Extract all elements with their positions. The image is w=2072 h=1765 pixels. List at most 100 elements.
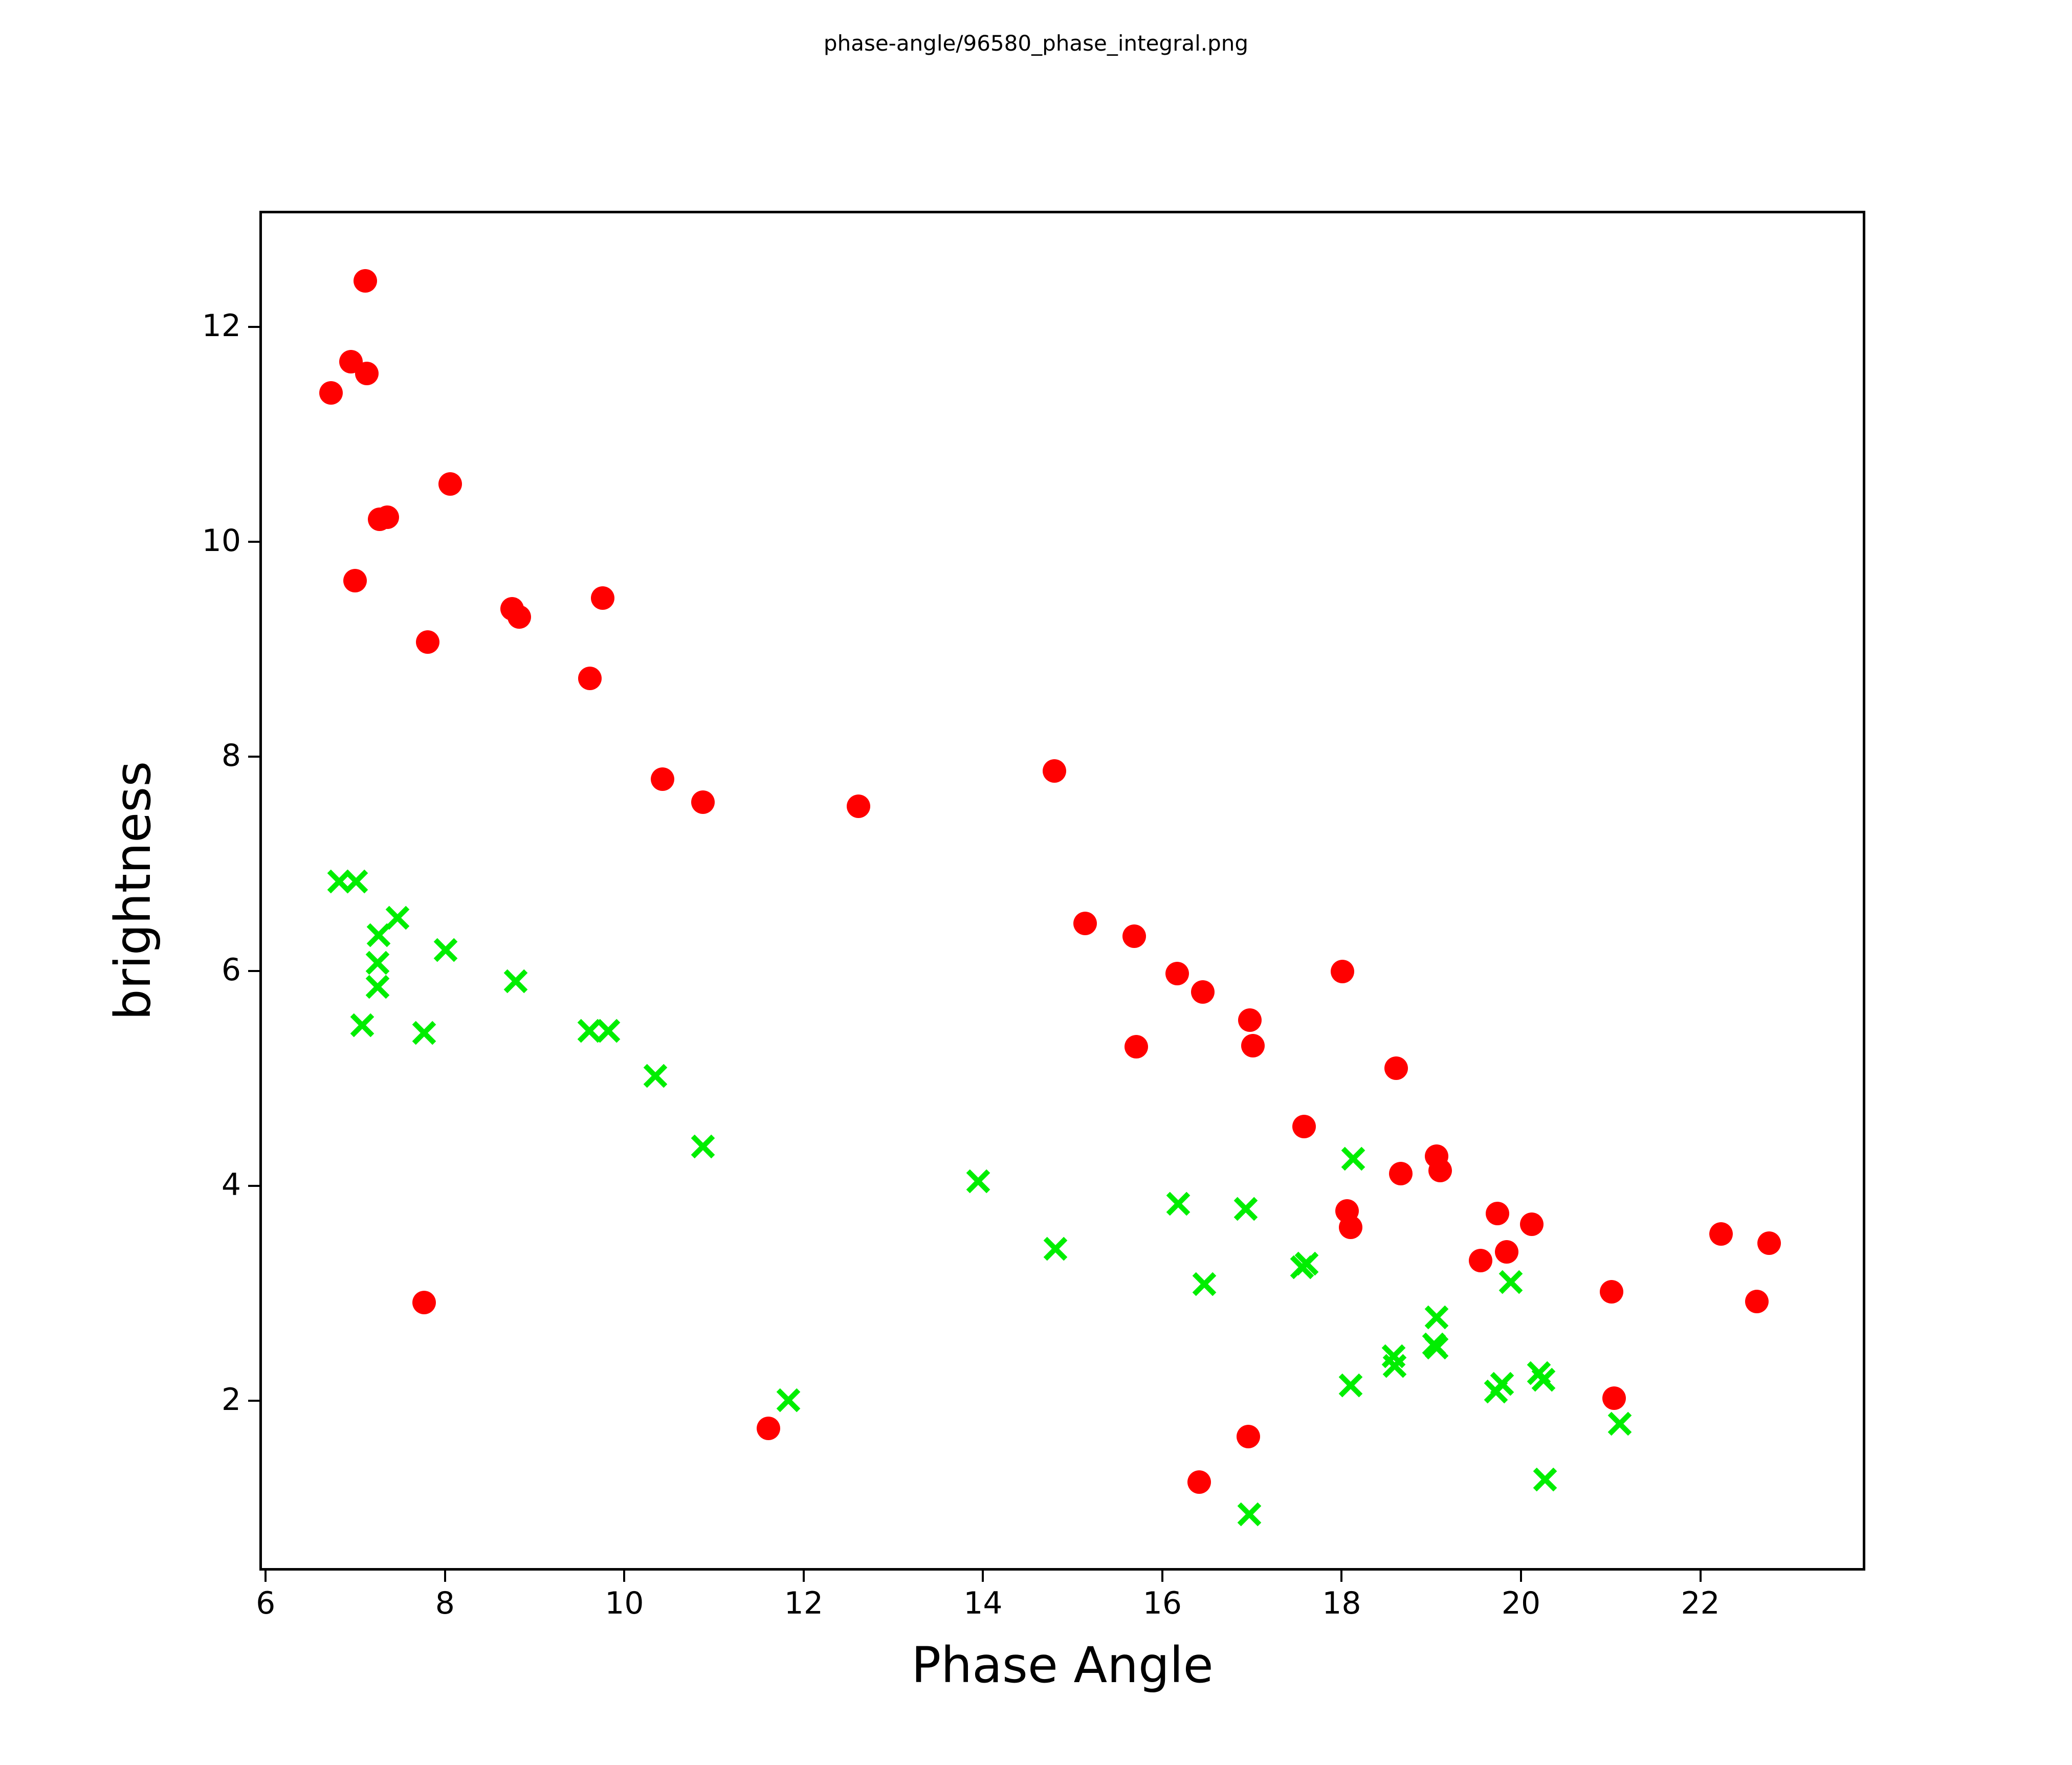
y-axis-label-container: brightness [97,211,169,1571]
y-tick-mark [248,1400,259,1402]
scatter-point-circle [1165,962,1189,986]
y-tick-label: 4 [221,1167,241,1203]
scatter-point-circle [1599,1279,1623,1304]
y-tick-label: 12 [202,307,241,344]
scatter-point-circle [1292,1114,1316,1138]
x-tick-label: 14 [963,1585,1003,1621]
scatter-point-cross [410,1019,438,1047]
scatter-point-circle [1238,1008,1262,1032]
scatter-point-circle [376,505,400,530]
scatter-point-cross [1293,1250,1320,1277]
y-tick-mark [248,1185,259,1187]
x-axis-label: Phase Angle [911,1637,1214,1694]
x-tick-mark [1519,1571,1522,1582]
y-tick-mark [248,540,259,543]
scatter-point-cross [964,1167,992,1195]
scatter-point-circle [1241,1034,1265,1058]
x-tick-label: 16 [1142,1585,1182,1621]
scatter-point-cross [342,868,370,895]
y-tick-mark [248,970,259,973]
scatter-point-cross [1232,1195,1260,1223]
x-tick-label: 12 [784,1585,824,1621]
scatter-point-cross [1531,1466,1559,1493]
scatter-point-cross [1423,1334,1450,1361]
x-tick-label: 6 [256,1585,276,1621]
scatter-point-cross [1191,1270,1218,1298]
scatter-point-circle [319,381,343,405]
scatter-point-cross [1606,1410,1634,1438]
scatter-point-circle [1745,1289,1769,1313]
x-tick-mark [623,1571,626,1582]
x-tick-label: 18 [1322,1585,1361,1621]
scatter-point-circle [412,1290,436,1314]
scatter-point-circle [691,790,715,814]
y-tick-label: 10 [202,522,241,559]
scatter-point-cross [775,1386,802,1414]
scatter-point-cross [1339,1145,1367,1173]
y-tick-mark [248,755,259,758]
scatter-point-circle [1468,1249,1492,1273]
y-tick-label: 6 [221,952,241,988]
scatter-point-circle [1338,1215,1362,1239]
scatter-point-cross [348,1011,376,1039]
scatter-point-cross [1042,1235,1069,1263]
scatter-point-circle [651,767,675,791]
scatter-point-circle [1187,1470,1211,1494]
scatter-point-circle [1122,924,1147,948]
scatter-point-cross [689,1133,717,1160]
scatter-point-cross [1488,1370,1516,1398]
scatter-point-circle [1757,1231,1781,1255]
scatter-point-circle [1073,911,1097,935]
scatter-point-circle [1388,1161,1413,1185]
scatter-point-circle [846,794,870,818]
scatter-point-circle [1428,1158,1452,1182]
scatter-plot-area [262,213,1863,1568]
scatter-point-cross [1530,1366,1557,1394]
scatter-point-circle [438,472,462,496]
scatter-point-circle [1236,1425,1260,1449]
scatter-point-circle [353,269,377,293]
y-tick-label: 8 [221,737,241,774]
scatter-point-circle [591,586,614,610]
y-tick-label: 2 [221,1382,241,1418]
x-tick-mark [1340,1571,1343,1582]
scatter-point-cross [502,967,530,995]
scatter-point-circle [1043,759,1067,783]
scatter-point-circle [1124,1035,1148,1059]
x-tick-label: 8 [435,1585,455,1621]
scatter-point-circle [343,569,367,593]
scatter-point-circle [1384,1056,1408,1080]
scatter-point-cross [1497,1268,1525,1296]
scatter-point-cross [1236,1501,1263,1528]
scatter-point-circle [578,667,602,691]
scatter-point-cross [1381,1352,1408,1380]
scatter-point-circle [1602,1386,1626,1410]
y-axis-label: brightness [104,761,162,1021]
x-tick-label: 20 [1501,1585,1541,1621]
x-tick-label: 10 [605,1585,644,1621]
x-tick-mark [264,1571,267,1582]
scatter-point-circle [1486,1201,1510,1225]
x-tick-mark [982,1571,984,1582]
scatter-point-cross [364,973,391,1001]
plot-axes-frame [259,211,1865,1571]
figure-title: phase-angle/96580_phase_integral.png [823,31,1249,56]
scatter-point-cross [384,904,411,932]
scatter-point-circle [508,605,531,629]
scatter-point-cross [432,936,459,964]
x-tick-mark [1161,1571,1163,1582]
scatter-point-circle [416,630,440,654]
scatter-point-circle [1709,1222,1733,1246]
x-tick-label: 22 [1681,1585,1720,1621]
x-tick-mark [802,1571,805,1582]
y-tick-mark [248,325,259,328]
scatter-point-circle [1519,1212,1544,1236]
scatter-point-cross [594,1017,622,1045]
scatter-point-cross [1423,1304,1450,1331]
x-tick-mark [1699,1571,1702,1582]
scatter-point-cross [1337,1372,1364,1399]
scatter-point-circle [355,361,379,385]
scatter-point-cross [642,1062,669,1090]
scatter-point-circle [757,1416,781,1440]
